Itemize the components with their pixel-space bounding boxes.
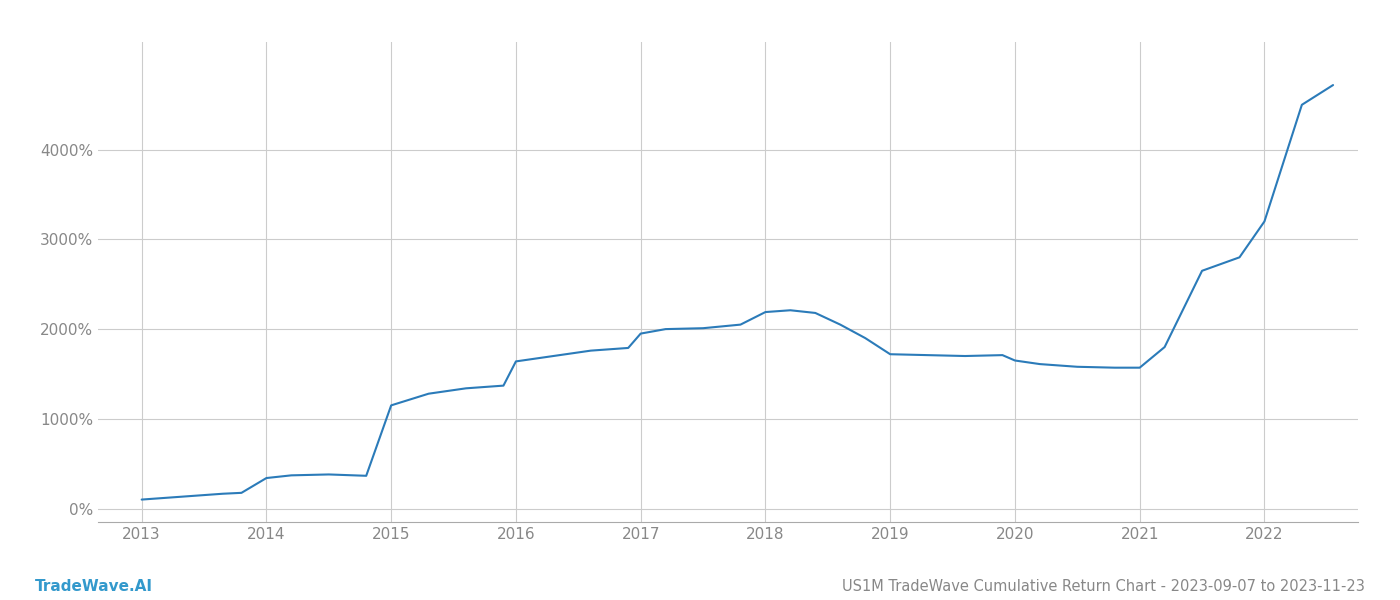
Text: US1M TradeWave Cumulative Return Chart - 2023-09-07 to 2023-11-23: US1M TradeWave Cumulative Return Chart -…	[843, 579, 1365, 594]
Text: TradeWave.AI: TradeWave.AI	[35, 579, 153, 594]
